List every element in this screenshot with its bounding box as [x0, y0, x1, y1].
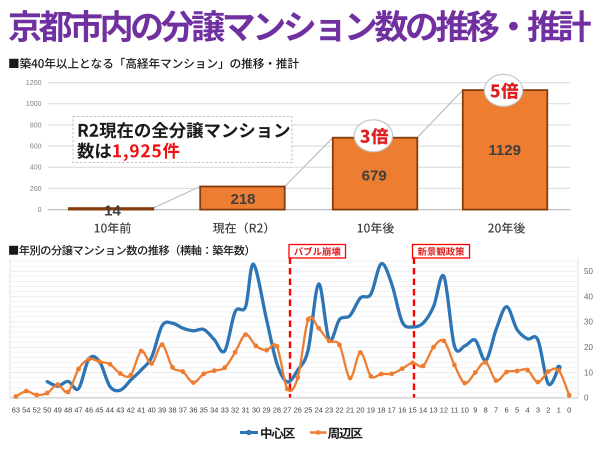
- svg-text:50: 50: [584, 267, 593, 276]
- svg-text:46: 46: [85, 405, 93, 414]
- svg-text:43: 43: [116, 405, 124, 414]
- svg-text:39: 39: [158, 405, 166, 414]
- svg-text:22: 22: [335, 405, 343, 414]
- svg-text:5: 5: [515, 405, 519, 414]
- svg-text:48: 48: [64, 405, 72, 414]
- svg-text:218: 218: [230, 191, 255, 208]
- svg-text:41: 41: [137, 405, 145, 414]
- svg-text:45: 45: [95, 405, 103, 414]
- svg-text:25: 25: [304, 405, 312, 414]
- svg-text:54: 54: [22, 405, 30, 414]
- svg-text:50: 50: [43, 405, 51, 414]
- svg-text:20: 20: [584, 343, 593, 352]
- svg-text:42: 42: [127, 405, 135, 414]
- svg-text:679: 679: [362, 167, 387, 184]
- svg-text:6: 6: [505, 405, 509, 414]
- svg-text:16: 16: [398, 405, 406, 414]
- svg-text:31: 31: [241, 405, 249, 414]
- svg-text:30: 30: [584, 318, 593, 327]
- svg-text:27: 27: [283, 405, 291, 414]
- svg-text:38: 38: [168, 405, 176, 414]
- svg-text:15: 15: [408, 405, 416, 414]
- svg-text:400: 400: [30, 165, 42, 172]
- svg-text:4: 4: [525, 405, 529, 414]
- svg-text:29: 29: [262, 405, 270, 414]
- svg-text:20: 20: [356, 405, 364, 414]
- svg-text:1129: 1129: [488, 142, 521, 159]
- svg-text:21: 21: [346, 405, 354, 414]
- svg-text:3: 3: [536, 405, 540, 414]
- svg-text:200: 200: [30, 186, 42, 193]
- svg-text:7: 7: [494, 405, 498, 414]
- svg-text:600: 600: [30, 144, 42, 151]
- svg-text:14: 14: [104, 202, 121, 219]
- svg-text:35: 35: [200, 405, 208, 414]
- svg-text:40: 40: [584, 292, 593, 301]
- svg-text:14: 14: [419, 405, 427, 414]
- svg-text:9: 9: [473, 405, 477, 414]
- svg-text:10: 10: [461, 405, 469, 414]
- svg-text:1200: 1200: [26, 80, 42, 87]
- svg-text:36: 36: [189, 405, 197, 414]
- svg-text:30: 30: [252, 405, 260, 414]
- svg-text:28: 28: [273, 405, 281, 414]
- svg-text:8: 8: [484, 405, 488, 414]
- svg-text:63: 63: [12, 405, 20, 414]
- svg-text:34: 34: [210, 405, 218, 414]
- svg-text:17: 17: [388, 405, 396, 414]
- svg-text:33: 33: [221, 405, 229, 414]
- svg-text:1: 1: [557, 405, 561, 414]
- svg-text:44: 44: [106, 405, 114, 414]
- svg-text:32: 32: [231, 405, 239, 414]
- svg-text:23: 23: [325, 405, 333, 414]
- svg-text:10: 10: [584, 368, 593, 377]
- svg-text:49: 49: [54, 405, 62, 414]
- svg-text:52: 52: [33, 405, 41, 414]
- svg-text:12: 12: [440, 405, 448, 414]
- svg-text:24: 24: [315, 405, 323, 414]
- svg-text:2: 2: [546, 405, 550, 414]
- svg-text:0: 0: [567, 405, 571, 414]
- svg-text:18: 18: [377, 405, 385, 414]
- svg-text:37: 37: [179, 405, 187, 414]
- svg-text:47: 47: [74, 405, 82, 414]
- svg-text:26: 26: [294, 405, 302, 414]
- svg-text:0: 0: [38, 207, 42, 214]
- svg-text:19: 19: [367, 405, 375, 414]
- svg-text:11: 11: [451, 405, 459, 414]
- svg-text:13: 13: [429, 405, 437, 414]
- svg-text:0: 0: [584, 394, 589, 403]
- svg-text:800: 800: [30, 122, 42, 129]
- svg-text:40: 40: [147, 405, 155, 414]
- svg-text:1000: 1000: [26, 101, 42, 108]
